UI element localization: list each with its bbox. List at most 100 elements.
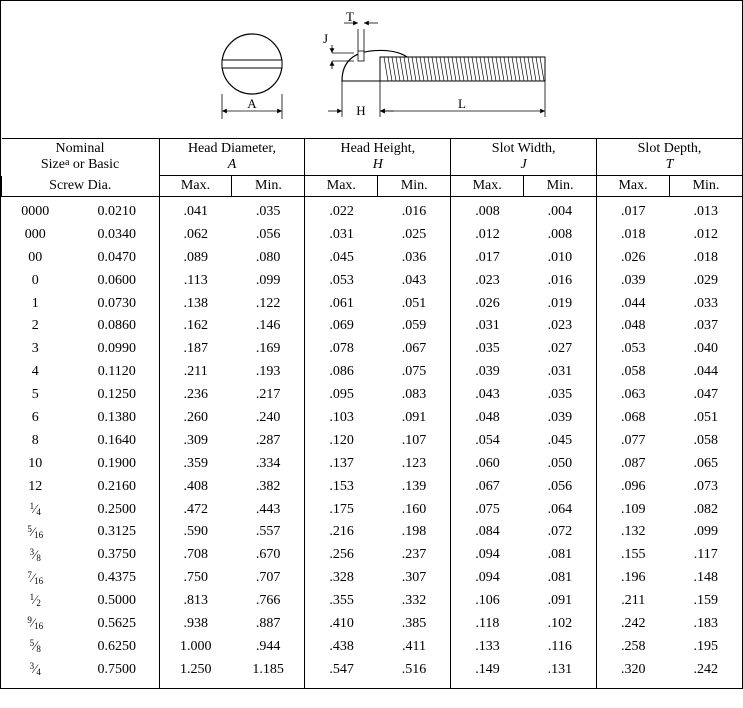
cell-h-max: .547 (305, 659, 378, 688)
cell-nominal: 3 (2, 338, 75, 361)
cell-h-max: .031 (305, 224, 378, 247)
cell-h-max: .045 (305, 247, 378, 270)
cell-a-max: .089 (159, 247, 232, 270)
cell-a-max: .138 (159, 293, 232, 316)
cell-a-max: .187 (159, 338, 232, 361)
cell-a-max: 1.000 (159, 636, 232, 659)
cell-dia: 0.0730 (75, 293, 159, 316)
cell-nominal: 3⁄4 (2, 659, 75, 688)
cell-j-max: .012 (451, 224, 524, 247)
header-h-min: Min. (378, 176, 451, 197)
cell-j-max: .031 (451, 315, 524, 338)
cell-j-min: .010 (524, 247, 597, 270)
cell-t-max: .063 (597, 384, 670, 407)
cell-t-min: .018 (670, 247, 743, 270)
cell-j-min: .023 (524, 315, 597, 338)
cell-j-min: .102 (524, 613, 597, 636)
cell-a-min: .557 (232, 521, 305, 544)
cell-h-min: .043 (378, 270, 451, 293)
table-header: Nominal Sizea or Basic Head Diameter,A H… (2, 139, 743, 197)
cell-dia: 0.1120 (75, 361, 159, 384)
cell-h-min: .411 (378, 636, 451, 659)
cell-h-max: .175 (305, 499, 378, 522)
cell-j-min: .050 (524, 453, 597, 476)
table-row: 30.0990.187.169.078.067.035.027.053.040 (2, 338, 743, 361)
cell-t-min: .148 (670, 567, 743, 590)
cell-a-max: .260 (159, 407, 232, 430)
cell-h-max: .216 (305, 521, 378, 544)
cell-a-min: .443 (232, 499, 305, 522)
cell-h-min: .036 (378, 247, 451, 270)
cell-t-min: .073 (670, 476, 743, 499)
cell-t-max: .258 (597, 636, 670, 659)
cell-j-min: .116 (524, 636, 597, 659)
table-row: 7⁄160.4375.750.707.328.307.094.081.196.1… (2, 567, 743, 590)
cell-dia: 0.0860 (75, 315, 159, 338)
cell-t-max: .044 (597, 293, 670, 316)
cell-a-max: .938 (159, 613, 232, 636)
cell-j-max: .008 (451, 197, 524, 224)
cell-dia: 0.5625 (75, 613, 159, 636)
cell-h-max: .103 (305, 407, 378, 430)
header-group-t: Slot Depth,T (597, 139, 742, 176)
cell-t-min: .159 (670, 590, 743, 613)
cell-j-min: .031 (524, 361, 597, 384)
screw-svg: A (152, 9, 592, 129)
cell-a-min: .382 (232, 476, 305, 499)
table-row: 5⁄80.62501.000.944.438.411.133.116.258.1… (2, 636, 743, 659)
cell-dia: 0.0470 (75, 247, 159, 270)
cell-t-max: .026 (597, 247, 670, 270)
cell-j-max: .035 (451, 338, 524, 361)
cell-a-max: .162 (159, 315, 232, 338)
cell-t-max: .096 (597, 476, 670, 499)
cell-a-max: .309 (159, 430, 232, 453)
cell-h-max: .086 (305, 361, 378, 384)
cell-a-max: .472 (159, 499, 232, 522)
cell-a-max: .236 (159, 384, 232, 407)
cell-h-max: .410 (305, 613, 378, 636)
cell-h-max: .120 (305, 430, 378, 453)
cell-j-max: .149 (451, 659, 524, 688)
cell-j-max: .094 (451, 567, 524, 590)
cell-h-min: .332 (378, 590, 451, 613)
cell-dia: 0.0990 (75, 338, 159, 361)
cell-h-min: .385 (378, 613, 451, 636)
cell-t-max: .132 (597, 521, 670, 544)
cell-a-max: .113 (159, 270, 232, 293)
cell-dia: 0.3750 (75, 544, 159, 567)
table-row: 00.0600.113.099.053.043.023.016.039.029 (2, 270, 743, 293)
cell-j-min: .064 (524, 499, 597, 522)
cell-a-min: .146 (232, 315, 305, 338)
cell-a-min: .193 (232, 361, 305, 384)
cell-j-max: .023 (451, 270, 524, 293)
cell-a-max: .359 (159, 453, 232, 476)
cell-dia: 0.3125 (75, 521, 159, 544)
table-row: 120.2160.408.382.153.139.067.056.096.073 (2, 476, 743, 499)
table-row: 00000.0210.041.035.022.016.008.004.017.0… (2, 197, 743, 224)
cell-nominal: 5⁄8 (2, 636, 75, 659)
cell-h-max: .438 (305, 636, 378, 659)
cell-a-min: .122 (232, 293, 305, 316)
table-row: 9⁄160.5625.938.887.410.385.118.102.242.1… (2, 613, 743, 636)
cell-j-max: .060 (451, 453, 524, 476)
table-row: 3⁄80.3750.708.670.256.237.094.081.155.11… (2, 544, 743, 567)
cell-t-min: .117 (670, 544, 743, 567)
header-group-h: Head Height,H (305, 139, 451, 176)
dim-label-t: T (346, 9, 354, 24)
cell-h-min: .237 (378, 544, 451, 567)
cell-t-min: .047 (670, 384, 743, 407)
cell-h-min: .083 (378, 384, 451, 407)
header-nominal: Nominal Sizea or Basic (2, 139, 160, 176)
cell-dia: 0.7500 (75, 659, 159, 688)
cell-j-max: .048 (451, 407, 524, 430)
cell-h-max: .355 (305, 590, 378, 613)
head-top-view: A (222, 34, 282, 119)
table-row: 0000.0340.062.056.031.025.012.008.018.01… (2, 224, 743, 247)
cell-j-min: .091 (524, 590, 597, 613)
cell-t-max: .039 (597, 270, 670, 293)
cell-j-max: .106 (451, 590, 524, 613)
cell-h-min: .307 (378, 567, 451, 590)
cell-dia: 0.5000 (75, 590, 159, 613)
table-row: 20.0860.162.146.069.059.031.023.048.037 (2, 315, 743, 338)
cell-dia: 0.1900 (75, 453, 159, 476)
